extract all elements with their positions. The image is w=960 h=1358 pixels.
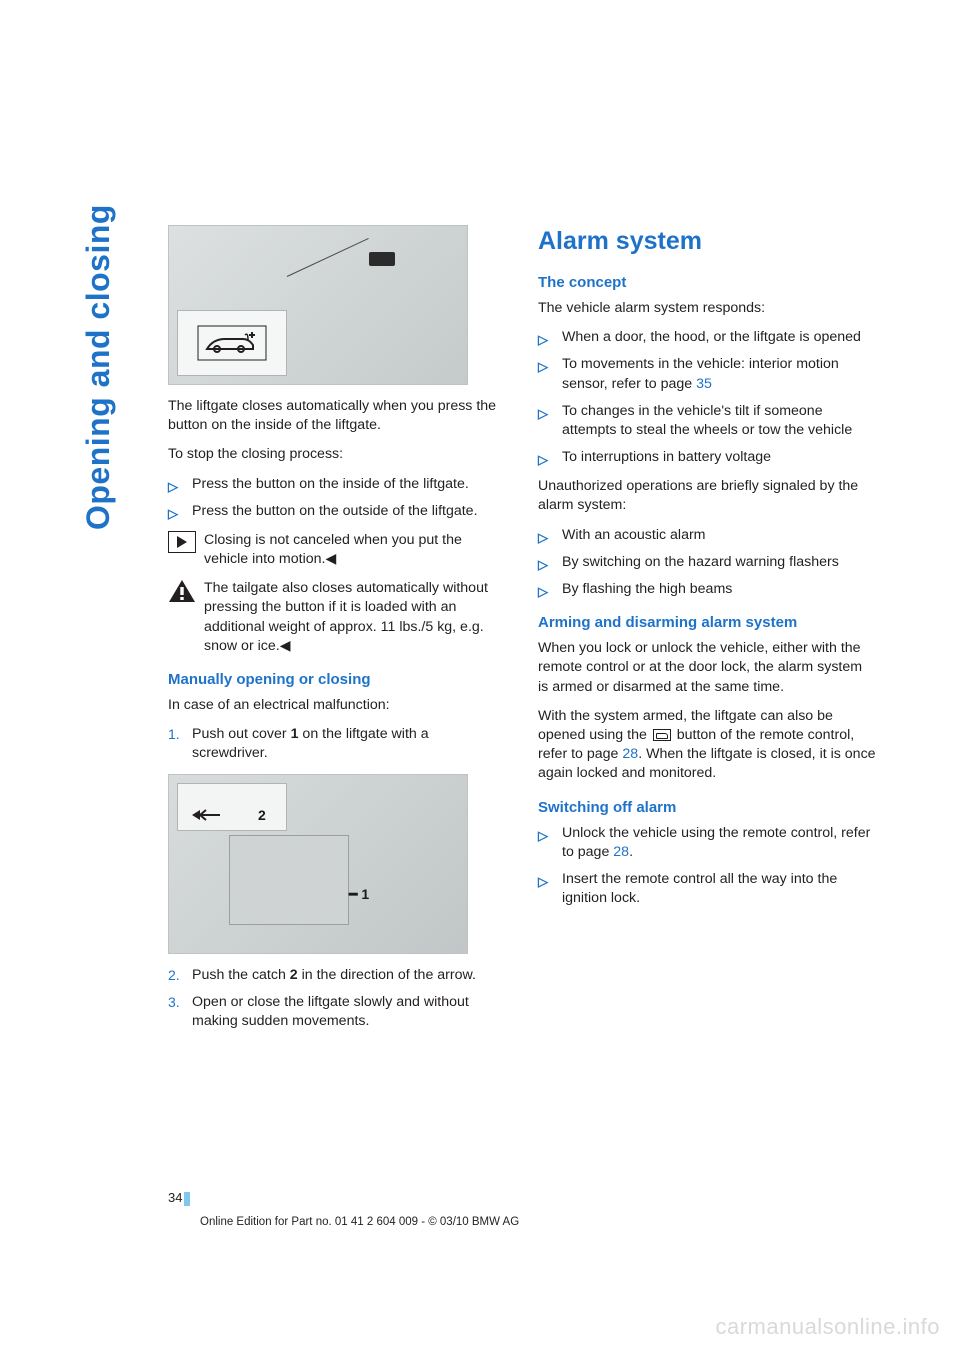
- list-text: By switching on the hazard warning flash…: [562, 554, 839, 570]
- text: Unlock the vehicle using the remote cont…: [562, 825, 870, 860]
- page-link[interactable]: 35: [696, 376, 712, 392]
- triangle-bullet-icon: ▷: [168, 505, 178, 523]
- warning-note: The tailgate also closes automatically w…: [168, 579, 506, 656]
- page-link[interactable]: 28: [613, 844, 629, 860]
- list-item: ▷ Insert the remote control all the way i…: [538, 870, 876, 908]
- page-number-value: 34: [168, 1190, 182, 1205]
- car-liftgate-icon: [197, 325, 267, 361]
- triangle-bullet-icon: ▷: [538, 358, 548, 376]
- left-column: The liftgate closes automatically when y…: [168, 225, 506, 1041]
- paragraph: In case of an electrical malfunction:: [168, 696, 506, 715]
- list-item: ▷ By flashing the high beams: [538, 580, 876, 599]
- section-side-label: Opening and closing: [80, 204, 117, 530]
- list-text: Unlock the vehicle using the remote cont…: [562, 825, 870, 860]
- list-item: ▷ With an acoustic alarm: [538, 526, 876, 545]
- list-text: To interruptions in battery voltage: [562, 449, 771, 465]
- callout-label-1: ━ 1: [349, 885, 369, 904]
- list-item: ▷ To interruptions in battery voltage: [538, 448, 876, 467]
- bullet-list: ▷ Unlock the vehicle using the remote co…: [538, 824, 876, 909]
- list-item: ▷ Unlock the vehicle using the remote co…: [538, 824, 876, 862]
- figure-manual-release: 2 ━ 1: [168, 774, 468, 954]
- text: Push the catch: [192, 967, 290, 983]
- paragraph: With the system armed, the liftgate can …: [538, 707, 876, 784]
- step-number: 1.: [168, 725, 180, 744]
- triangle-bullet-icon: ▷: [538, 827, 548, 845]
- figure-leader-line: [287, 238, 369, 277]
- numbered-list: 1. Push out cover 1 on the liftgate with…: [168, 725, 506, 763]
- list-item: 2. Push the catch 2 in the direction of …: [168, 966, 506, 985]
- callout-label-2: 2: [258, 806, 266, 825]
- list-text: Insert the remote control all the way in…: [562, 871, 837, 906]
- info-icon: [168, 531, 196, 553]
- bold-ref: 2: [290, 967, 298, 983]
- paragraph: To stop the closing process:: [168, 445, 506, 464]
- bullet-list: ▷ Press the button on the inside of the l…: [168, 475, 506, 521]
- step-text: Push out cover 1 on the liftgate with a …: [192, 726, 429, 761]
- list-item: 3. Open or close the liftgate slowly and…: [168, 993, 506, 1031]
- subheading: Switching off alarm: [538, 798, 876, 818]
- list-text: To changes in the vehicle's tilt if some…: [562, 403, 852, 438]
- step-number: 2.: [168, 966, 180, 985]
- figure-panel: [229, 835, 349, 925]
- list-item: ▷ When a door, the hood, or the liftgate …: [538, 328, 876, 347]
- subheading: Manually opening or closing: [168, 670, 506, 690]
- list-item: ▷ Press the button on the inside of the l…: [168, 475, 506, 494]
- step-number: 3.: [168, 993, 180, 1012]
- info-note: Closing is not canceled when you put the…: [168, 531, 506, 569]
- numbered-list: 2. Push the catch 2 in the direction of …: [168, 966, 506, 1032]
- triangle-bullet-icon: ▷: [168, 478, 178, 496]
- text: .: [629, 844, 633, 860]
- triangle-bullet-icon: ▷: [538, 873, 548, 891]
- note-text: The tailgate also closes automatically w…: [204, 579, 506, 656]
- bullet-list: ▷ With an acoustic alarm ▷ By switching on…: [538, 526, 876, 600]
- list-item: ▷ To changes in the vehicle's tilt if som…: [538, 402, 876, 440]
- subheading: The concept: [538, 273, 876, 293]
- step-text: Open or close the liftgate slowly and wi…: [192, 994, 469, 1029]
- triangle-bullet-icon: ▷: [538, 451, 548, 469]
- figure-button-detail: [369, 252, 395, 266]
- note-text: Closing is not canceled when you put the…: [204, 531, 506, 569]
- right-column: Alarm system The concept The vehicle ala…: [538, 225, 876, 1041]
- footer-text: Online Edition for Part no. 01 41 2 604 …: [200, 1216, 519, 1228]
- warning-icon: [168, 579, 196, 603]
- list-text: Press the button on the inside of the li…: [192, 476, 469, 492]
- page-link[interactable]: 28: [622, 746, 638, 762]
- arrow-left-icon: [192, 808, 222, 822]
- list-text: When a door, the hood, or the liftgate i…: [562, 329, 861, 345]
- paragraph: When you lock or unlock the vehicle, eit…: [538, 639, 876, 697]
- page-number-marker-icon: [184, 1192, 190, 1206]
- page-number: 34: [168, 1190, 190, 1206]
- content-columns: The liftgate closes automatically when y…: [168, 225, 876, 1041]
- heading: Alarm system: [538, 225, 876, 259]
- list-item: ▷ Press the button on the outside of the …: [168, 502, 506, 521]
- triangle-bullet-icon: ▷: [538, 331, 548, 349]
- list-item: 1. Push out cover 1 on the liftgate with…: [168, 725, 506, 763]
- step-text: Push the catch 2 in the direction of the…: [192, 967, 476, 983]
- list-text: Press the button on the outside of the l…: [192, 503, 478, 519]
- list-item: ▷ By switching on the hazard warning flas…: [538, 553, 876, 572]
- subheading: Arming and disarming alarm system: [538, 613, 876, 633]
- paragraph: The vehicle alarm system responds:: [538, 299, 876, 318]
- paragraph: The liftgate closes automatically when y…: [168, 397, 506, 435]
- list-text: To movements in the vehicle: interior mo…: [562, 356, 839, 391]
- list-item: ▷ To movements in the vehicle: interior …: [538, 355, 876, 393]
- page: Opening and closing The lif: [0, 0, 960, 1358]
- text: in the direction of the arrow.: [298, 967, 476, 983]
- triangle-bullet-icon: ▷: [538, 556, 548, 574]
- figure-liftgate-button: [168, 225, 468, 385]
- remote-liftgate-icon: [653, 729, 671, 741]
- triangle-bullet-icon: ▷: [538, 405, 548, 423]
- text: Push out cover: [192, 726, 291, 742]
- list-text: With an acoustic alarm: [562, 527, 706, 543]
- triangle-bullet-icon: ▷: [538, 583, 548, 601]
- bold-ref: 1: [361, 886, 369, 902]
- paragraph: Unauthorized operations are briefly sign…: [538, 477, 876, 515]
- triangle-bullet-icon: ▷: [538, 529, 548, 547]
- figure-cover-detail: 2: [177, 783, 287, 831]
- figure-inset-icon: [177, 310, 287, 376]
- bullet-list: ▷ When a door, the hood, or the liftgate …: [538, 328, 876, 467]
- list-text: By flashing the high beams: [562, 581, 732, 597]
- watermark-text: carmanualsonline.info: [715, 1314, 940, 1340]
